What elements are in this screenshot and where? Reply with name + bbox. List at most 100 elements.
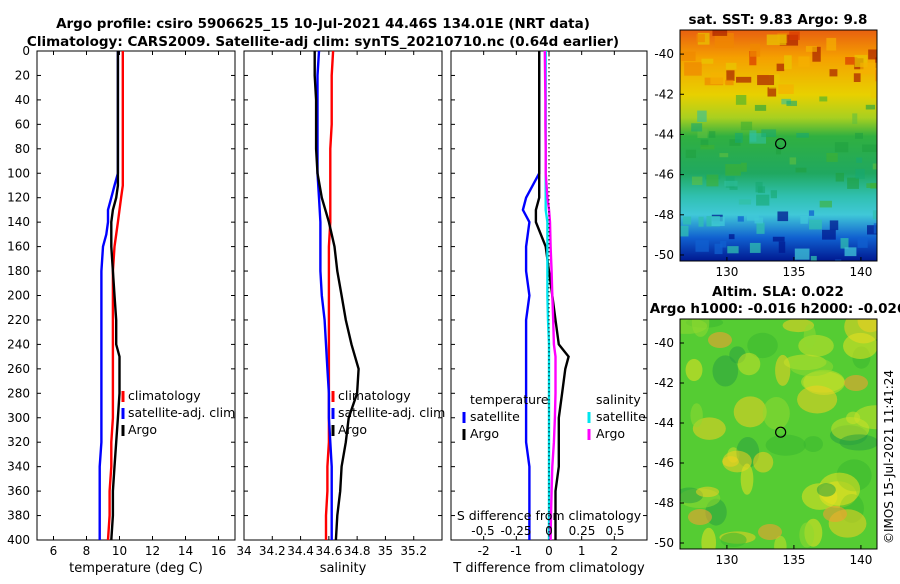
sst-texture-patch	[819, 200, 832, 208]
sla-title-1: Altim. SLA: 0.022	[712, 284, 844, 300]
sla-texture-patch	[798, 334, 834, 357]
sst-texture-patch	[845, 57, 858, 65]
x-tick-label: 35.2	[400, 544, 427, 558]
x-tick-label: 8	[83, 544, 91, 558]
sla-texture-patch	[839, 434, 877, 451]
sst-texture-patch	[805, 46, 817, 52]
legend-label: satellite-adj. clim	[338, 405, 445, 420]
x-tick-label: 0	[545, 544, 553, 558]
sst-texture-patch	[714, 243, 723, 255]
sst-texture-patch	[725, 79, 734, 86]
sla-texture-patch	[712, 355, 739, 387]
sst-texture-patch	[725, 62, 737, 70]
x-tick-label: 35	[378, 544, 393, 558]
legend-label: Argo	[128, 422, 157, 437]
sst-texture-patch	[868, 49, 877, 60]
sst-texture-patch	[749, 242, 761, 253]
sst-texture-patch	[696, 34, 705, 43]
map-x-tick-label: 140	[849, 553, 872, 567]
sst-texture-patch	[770, 190, 777, 199]
sla-texture-patch	[690, 403, 703, 428]
sst-texture-patch	[798, 56, 810, 67]
y-tick-label: 280	[7, 386, 30, 400]
x-tick-label: 12	[145, 544, 160, 558]
x-tick-label: 6	[50, 544, 58, 558]
map-y-tick-label: -40	[654, 47, 674, 61]
argo-location-marker	[775, 138, 787, 150]
sst-texture-patch	[772, 236, 785, 242]
sst-texture-patch	[741, 162, 747, 172]
map-x-tick-label: 130	[715, 553, 738, 567]
sst-map-frame	[679, 29, 878, 262]
sla-texture-patch	[691, 319, 710, 337]
sla-texture-patch	[753, 451, 774, 473]
x-tick-label: 14	[178, 544, 193, 558]
sla-texture-patch	[818, 472, 861, 506]
map-y-tick-label: -50	[654, 248, 674, 262]
y-tick-label: 140	[7, 215, 30, 229]
sla-texture-patch	[803, 324, 816, 349]
series-line-satellite-adj-clim	[316, 50, 333, 540]
series-line-salinity-argo	[543, 50, 557, 541]
sst-texture-patch	[697, 110, 707, 122]
sst-texture-patch	[738, 199, 752, 205]
map-x-tick-label: 135	[782, 265, 805, 279]
sst-texture-patch	[698, 216, 704, 227]
sst-texture-patch	[784, 55, 792, 70]
y-tick-label: 80	[15, 142, 30, 156]
legend-heading-temperature: temperature	[470, 392, 549, 407]
sst-texture-patch	[701, 58, 714, 64]
x-tick-label: -1	[510, 544, 522, 558]
sst-texture-patch	[749, 51, 757, 66]
sst-texture-patch	[711, 216, 725, 227]
sla-texture-patch	[797, 385, 838, 414]
legend-label: Argo	[470, 426, 499, 441]
sst-texture-patch	[854, 132, 863, 139]
sst-texture-patch	[789, 31, 800, 41]
sst-texture-patch	[795, 167, 807, 173]
sst-texture-patch	[691, 123, 703, 132]
legend-label: Argo	[338, 422, 367, 437]
sst-texture-patch	[872, 163, 877, 170]
y-tick-label: 200	[7, 289, 30, 303]
sla-texture-patch	[685, 358, 703, 382]
secondary-x-tick-label: -0.25	[500, 524, 531, 538]
sst-texture-patch	[754, 104, 767, 111]
sst-texture-patch	[873, 223, 877, 234]
sla-texture-patch	[708, 332, 732, 348]
y-tick-label: 20	[15, 68, 30, 82]
sst-texture-patch	[778, 241, 786, 253]
sst-texture-patch	[725, 164, 741, 176]
sst-texture-patch	[778, 84, 794, 94]
secondary-x-tick-label: 0.5	[605, 524, 624, 538]
sst-texture-patch	[768, 74, 780, 89]
y-tick-label: 160	[7, 240, 30, 254]
y-tick-label: 260	[7, 362, 30, 376]
map-y-tick-label: -46	[654, 168, 674, 182]
legend-label: satellite-adj. clim	[128, 405, 235, 420]
sst-texture-patch	[844, 247, 857, 257]
map-y-tick-label: -48	[654, 496, 674, 510]
sla-texture-patch	[701, 527, 717, 549]
sst-texture-patch	[777, 211, 789, 222]
sst-texture-patch	[870, 85, 877, 99]
salinity-plot-frame	[243, 50, 443, 541]
legend-label: satellite	[470, 409, 520, 424]
series-line-argo	[110, 51, 121, 541]
sla-texture-patch	[740, 463, 754, 495]
x-tick-label: 34.6	[315, 544, 342, 558]
legend-label: satellite	[596, 409, 646, 424]
sst-texture-patch	[695, 240, 709, 252]
sla-texture-patch	[762, 396, 790, 430]
sst-texture-patch	[867, 225, 877, 235]
map-y-tick-label: -42	[654, 376, 674, 390]
sla-texture-patch	[843, 332, 877, 360]
title-line2: Climatology: CARS2009. Satellite-adj cli…	[27, 34, 619, 50]
sst-texture-patch	[862, 144, 877, 153]
sst-texture-patch	[875, 69, 877, 82]
y-tick-label: 400	[7, 533, 30, 547]
sst-texture-patch	[724, 180, 738, 187]
sst-texture-patch	[756, 222, 765, 234]
sst-texture-patch	[856, 157, 863, 163]
